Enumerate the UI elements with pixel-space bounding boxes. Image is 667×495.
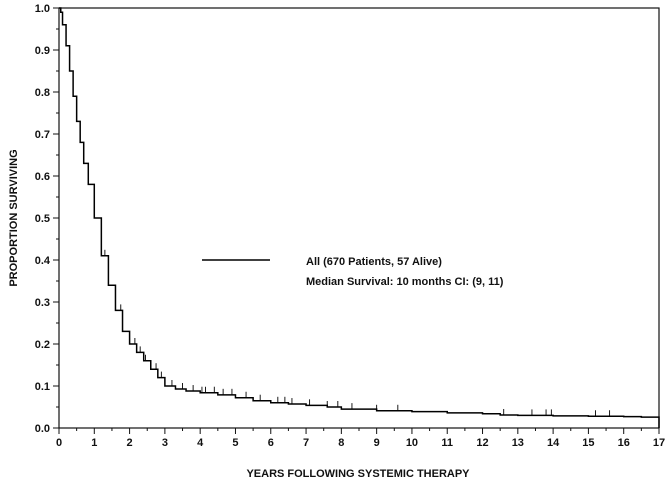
plot-frame	[58, 7, 660, 429]
x-tick-label: 4	[197, 437, 204, 449]
y-tick-label: 0.7	[35, 129, 50, 141]
y-tick-label: 0.6	[35, 171, 50, 183]
y-tick-label: 1.0	[35, 3, 50, 15]
y-axis-label: PROPORTION SURVIVING	[8, 149, 20, 286]
axis-ticks	[53, 7, 660, 434]
x-tick-label: 3	[162, 437, 168, 449]
y-tick-label: 0.4	[35, 255, 51, 267]
censor-marks	[104, 249, 611, 417]
legend-series-label: All (670 Patients, 57 Alive)	[306, 256, 442, 268]
x-tick-label: 14	[547, 437, 560, 449]
series-layer	[59, 7, 660, 428]
x-tick-label: 12	[476, 437, 488, 449]
legend: All (670 Patients, 57 Alive) Median Surv…	[202, 256, 504, 288]
y-tick-label: 0.3	[35, 297, 50, 309]
x-tick-label: 8	[338, 437, 344, 449]
x-tick-label: 11	[441, 437, 453, 449]
x-tick-label: 6	[268, 437, 274, 449]
x-axis-label: YEARS FOLLOWING SYSTEMIC THERAPY	[246, 468, 470, 480]
x-tick-label: 10	[406, 437, 418, 449]
survival-curve	[59, 7, 660, 428]
x-tick-label: 16	[618, 437, 630, 449]
x-tick-label: 7	[303, 437, 309, 449]
y-tick-label: 0.2	[35, 339, 50, 351]
x-tick-label: 17	[653, 437, 665, 449]
y-tick-label: 0.5	[35, 213, 50, 225]
y-tick-label: 0.0	[35, 423, 50, 435]
x-tick-label: 2	[127, 437, 133, 449]
y-tick-label: 0.1	[35, 381, 50, 393]
legend-median-survival: Median Survival: 10 months CI: (9, 11)	[306, 276, 504, 288]
x-tick-label: 9	[374, 437, 380, 449]
x-tick-label: 0	[56, 437, 62, 449]
x-tick-label: 1	[91, 437, 97, 449]
x-tick-label: 13	[512, 437, 524, 449]
y-tick-label: 0.9	[35, 45, 50, 57]
x-tick-label: 5	[232, 437, 238, 449]
axis-tick-labels: 0 1 2 3 4 5 6 7 8 9 10 11 12 13 14 15 16 170.00.10.20.30.…	[35, 3, 665, 449]
x-tick-label: 15	[582, 437, 594, 449]
y-tick-label: 0.8	[35, 87, 50, 99]
